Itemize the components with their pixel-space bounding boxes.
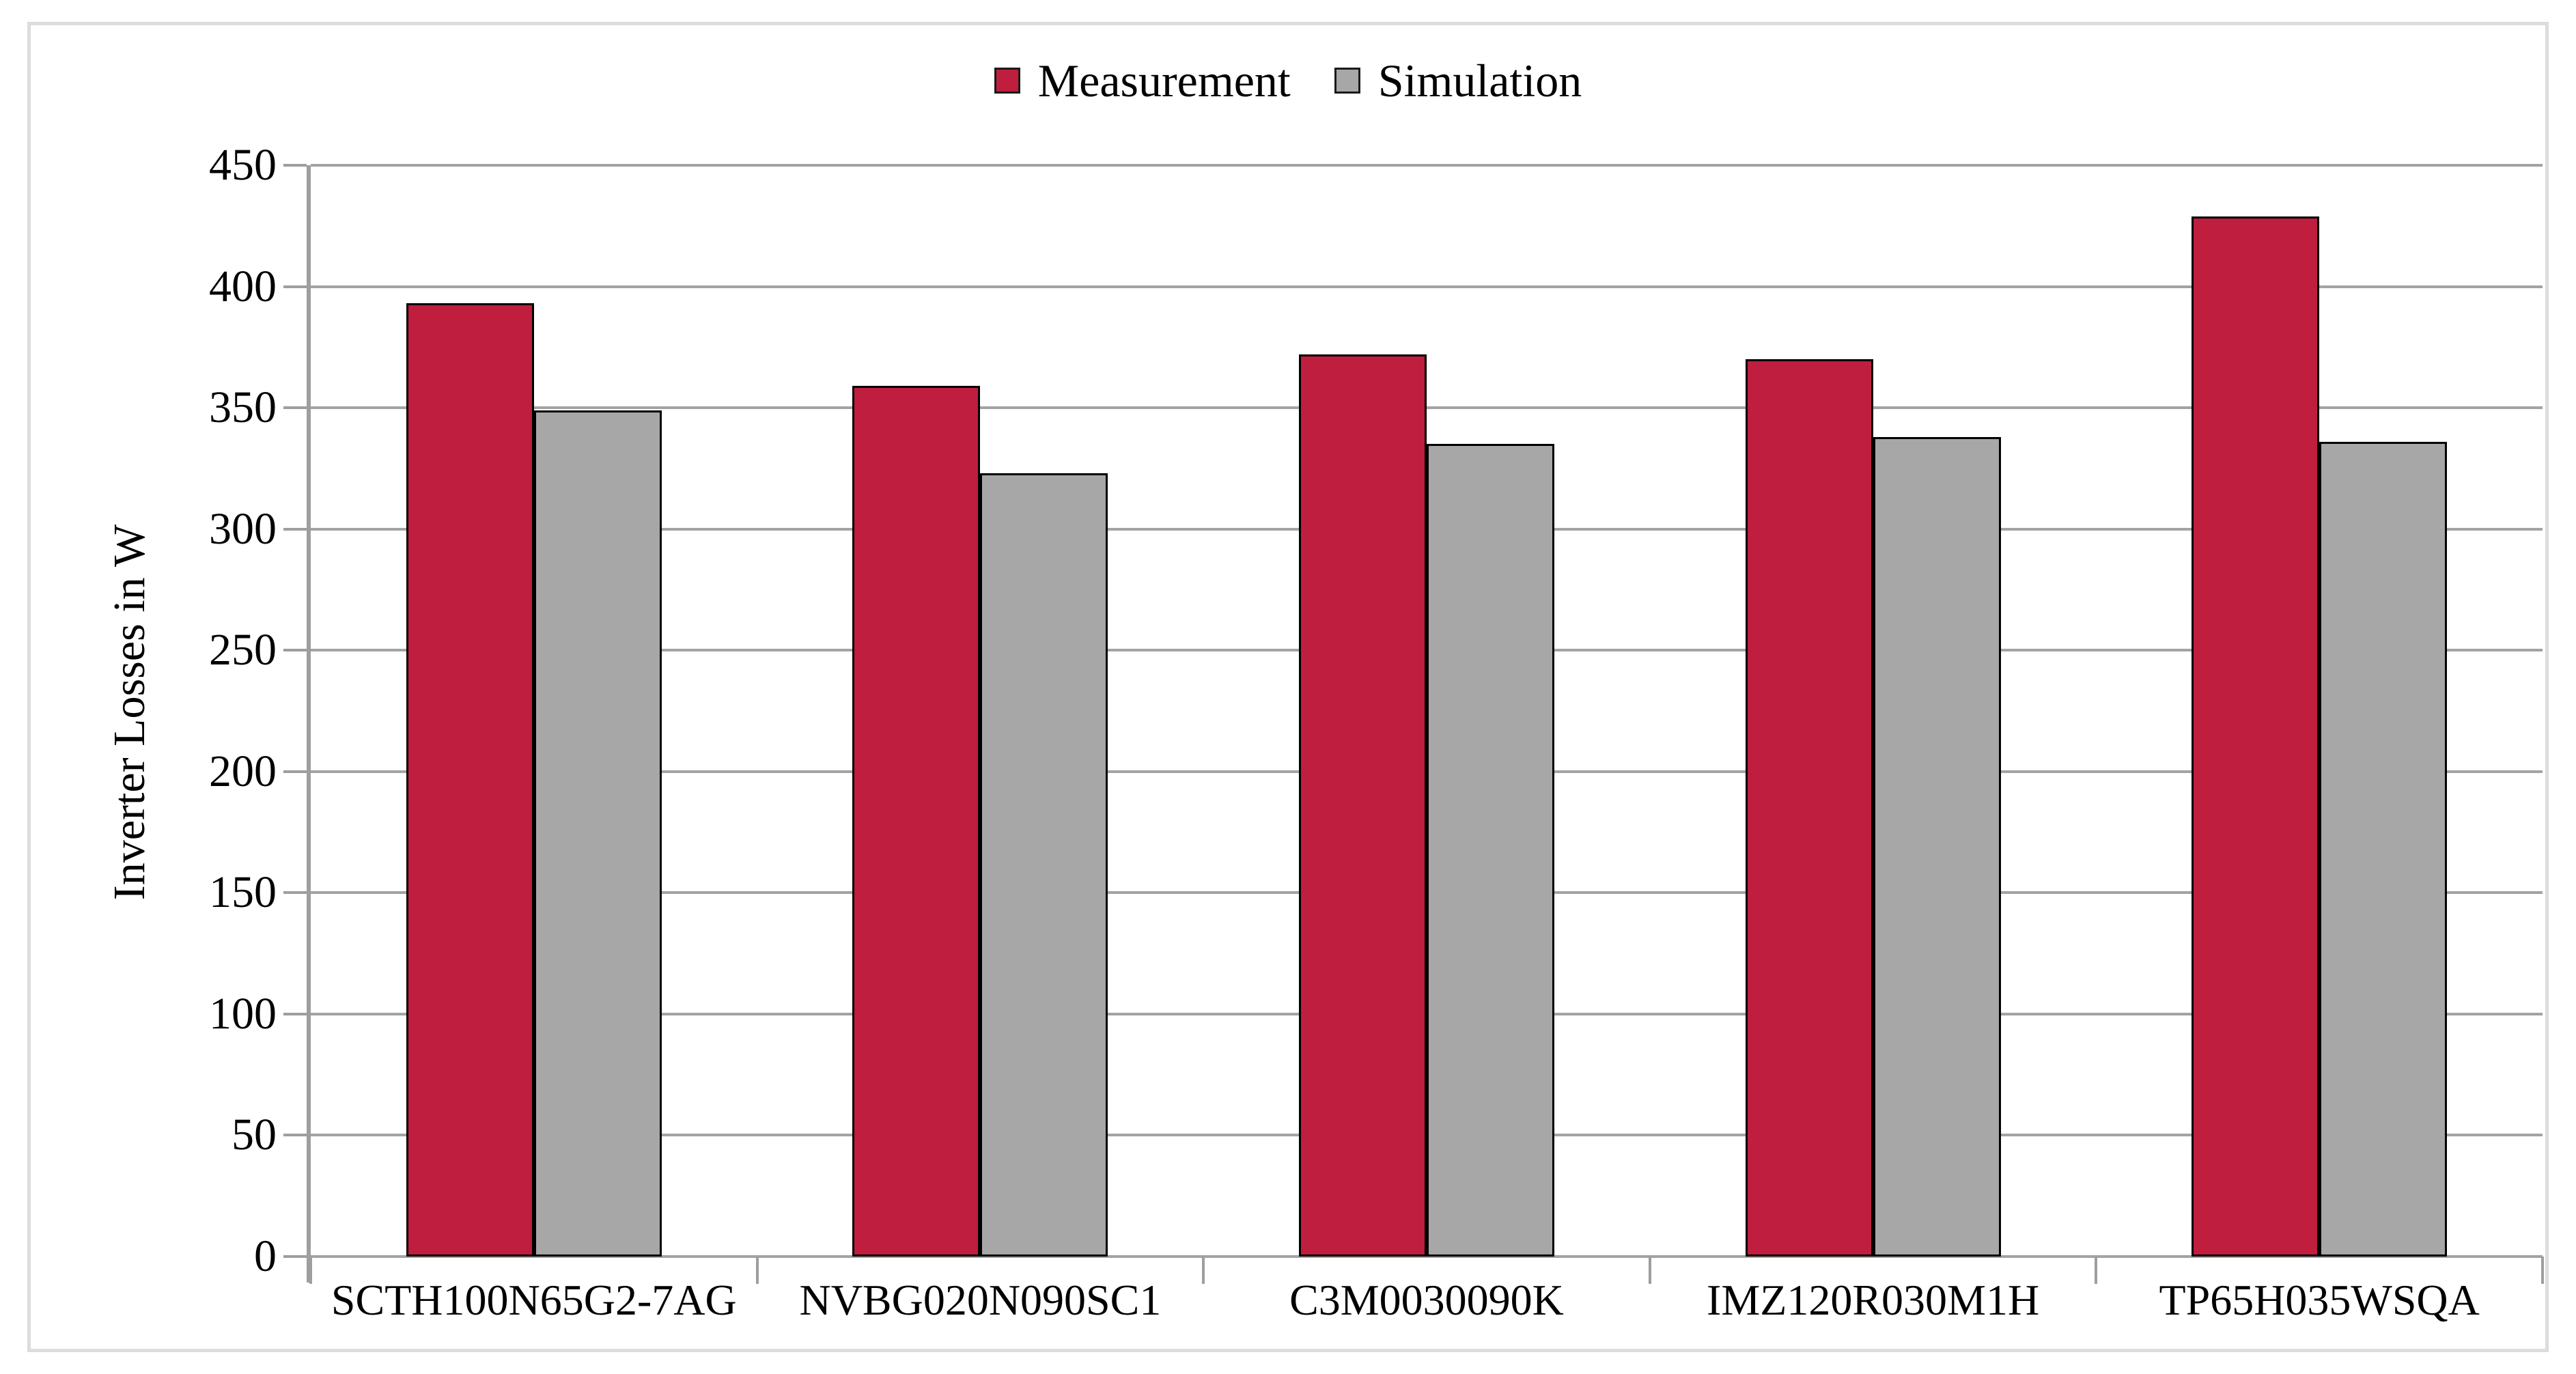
y-tick-label: 50 bbox=[232, 1110, 277, 1160]
x-category-label: SCTH100N65G2-7AG bbox=[331, 1276, 737, 1324]
bar-measurement-1 bbox=[852, 386, 981, 1257]
x-tick-mark bbox=[2541, 1257, 2544, 1284]
y-tick-mark bbox=[283, 891, 307, 895]
bar-measurement-3 bbox=[1745, 359, 1873, 1257]
legend-swatch-icon bbox=[1334, 68, 1360, 94]
legend: Measurement Simulation bbox=[0, 56, 2576, 105]
gridline-y-350 bbox=[311, 406, 2543, 410]
y-tick-mark bbox=[283, 164, 307, 167]
legend-label: Simulation bbox=[1377, 55, 1582, 107]
x-tick-mark bbox=[2095, 1257, 2098, 1284]
y-tick-label: 150 bbox=[209, 867, 277, 918]
x-category-label: IMZ120R030M1H bbox=[1707, 1276, 2040, 1324]
x-tick-mark bbox=[755, 1257, 759, 1284]
bar-simulation-0 bbox=[533, 410, 662, 1257]
y-tick-mark bbox=[283, 1134, 307, 1137]
bar-simulation-2 bbox=[1427, 444, 1554, 1257]
legend-item-simulation: Simulation bbox=[1334, 57, 1582, 104]
y-tick-mark bbox=[283, 770, 307, 773]
y-tick-mark bbox=[283, 406, 307, 410]
bar-measurement-4 bbox=[2192, 216, 2320, 1257]
y-tick-label: 100 bbox=[209, 988, 277, 1039]
legend-item-measurement: Measurement bbox=[994, 57, 1291, 104]
y-tick-mark bbox=[283, 649, 307, 652]
y-tick-label: 450 bbox=[209, 140, 277, 190]
legend-label: Measurement bbox=[1037, 55, 1291, 107]
y-tick-label: 0 bbox=[254, 1231, 277, 1281]
y-tick-mark bbox=[283, 1012, 307, 1015]
bar-simulation-3 bbox=[1873, 436, 2001, 1257]
gridline-y-0 bbox=[311, 1255, 2543, 1258]
gridline-y-400 bbox=[311, 285, 2543, 288]
bar-measurement-2 bbox=[1299, 354, 1427, 1257]
y-tick-mark bbox=[283, 527, 307, 531]
x-tick-mark bbox=[1202, 1257, 1205, 1284]
x-category-label: NVBG020N090SC1 bbox=[799, 1276, 1162, 1324]
y-tick-label: 250 bbox=[209, 625, 277, 675]
bar-simulation-4 bbox=[2319, 441, 2448, 1257]
y-axis-line bbox=[307, 165, 311, 1282]
y-axis-title: Inverter Losses in W bbox=[104, 524, 154, 901]
x-tick-mark bbox=[309, 1257, 312, 1284]
bar-simulation-1 bbox=[980, 473, 1108, 1257]
x-tick-mark bbox=[1648, 1257, 1651, 1284]
y-tick-label: 300 bbox=[209, 503, 277, 554]
y-tick-label: 200 bbox=[209, 746, 277, 796]
gridline-y-450 bbox=[311, 164, 2543, 167]
plot-area: 0 50 100 150 200 250 300 350 400 450 SCTH100N65G2-… bbox=[209, 140, 2544, 1324]
y-tick-mark bbox=[283, 285, 307, 288]
y-tick-label: 400 bbox=[209, 261, 277, 311]
y-tick-label: 350 bbox=[209, 382, 277, 433]
y-tick-mark bbox=[283, 1255, 307, 1258]
legend-swatch-icon bbox=[994, 68, 1020, 94]
x-category-label: C3M0030090K bbox=[1289, 1276, 1564, 1324]
bar-measurement-0 bbox=[406, 303, 534, 1257]
x-category-label: TP65H035WSQA bbox=[2159, 1276, 2480, 1324]
